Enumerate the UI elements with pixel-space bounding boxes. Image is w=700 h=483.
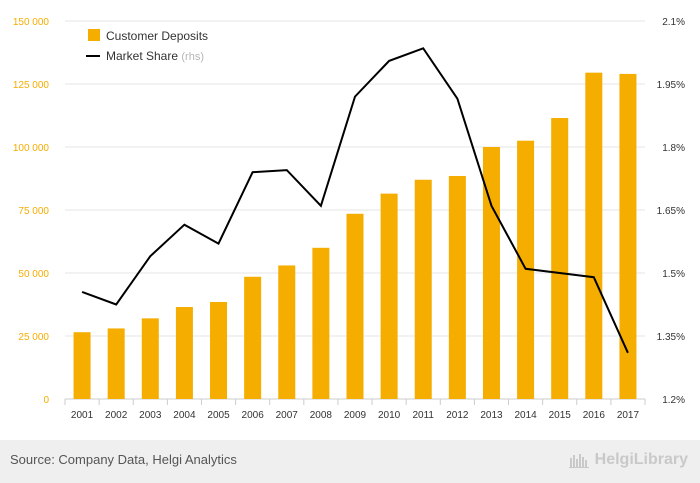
bar-customer-deposits <box>210 301 228 399</box>
x-tick-label: 2013 <box>480 410 503 421</box>
y-left-tick-label: 25 000 <box>18 332 49 343</box>
y-right-tick-label: 1.95% <box>657 80 685 91</box>
bar-customer-deposits <box>312 247 330 399</box>
legend-label-market-share: Market Share (rhs) <box>106 49 204 63</box>
bar-customer-deposits <box>619 73 637 400</box>
x-tick-label: 2001 <box>71 410 94 421</box>
x-tick-label: 2002 <box>105 410 128 421</box>
source-note: Source: Company Data, Helgi Analytics <box>10 452 237 467</box>
y-left-tick-label: 125 000 <box>13 80 50 91</box>
x-tick-label: 2017 <box>617 410 640 421</box>
x-tick-label: 2003 <box>139 410 162 421</box>
y-right-tick-label: 1.65% <box>657 206 685 217</box>
y-right-tick-label: 2.1% <box>662 17 685 28</box>
bar-customer-deposits <box>517 140 535 399</box>
y-right-tick-label: 1.35% <box>657 332 685 343</box>
logo-text: HelgiLibrary <box>594 451 688 468</box>
legend-swatch-customer-deposits <box>88 29 100 41</box>
x-tick-label: 2014 <box>514 410 537 421</box>
x-tick-label: 2004 <box>173 410 196 421</box>
y-right-tick-label: 1.8% <box>662 143 685 154</box>
footer: Source: Company Data, Helgi Analytics He… <box>0 440 700 483</box>
bar-customer-deposits <box>448 175 466 399</box>
bar-customer-deposits <box>73 332 91 399</box>
x-tick-label: 2015 <box>549 410 572 421</box>
bar-customer-deposits <box>141 318 159 399</box>
bar-customer-deposits <box>175 307 193 399</box>
legend-rhs-suffix: (rhs) <box>181 51 204 63</box>
x-tick-label: 2005 <box>207 410 230 421</box>
x-tick-label: 2010 <box>378 410 401 421</box>
y-left-tick-label: 100 000 <box>13 143 50 154</box>
bar-customer-deposits <box>244 276 262 399</box>
bar-customer-deposits <box>107 328 125 399</box>
y-right-tick-label: 1.5% <box>662 269 685 280</box>
bar-customer-deposits <box>346 213 364 399</box>
x-tick-label: 2011 <box>412 410 434 421</box>
bar-customer-deposits <box>585 72 603 399</box>
bar-customer-deposits <box>414 179 432 399</box>
bar-customer-deposits <box>278 265 296 399</box>
combo-chart: 0 25 000 50 000 75 000 100 000 125 000 150 000… <box>13 17 685 421</box>
bar-customer-deposits <box>380 193 398 399</box>
x-tick-label: 2009 <box>344 410 367 421</box>
library-icon <box>568 454 589 468</box>
y-left-tick-label: 75 000 <box>18 206 49 217</box>
x-tick-label: 2008 <box>310 410 333 421</box>
line-market-share <box>81 47 629 354</box>
x-tick-label: 2007 <box>276 410 299 421</box>
bar-customer-deposits <box>482 147 500 399</box>
legend-label-customer-deposits: Customer Deposits <box>106 29 208 43</box>
helgi-library-logo[interactable]: HelgiLibrary <box>568 448 688 472</box>
bar-customer-deposits <box>551 118 569 400</box>
x-tick-label: 2016 <box>583 410 606 421</box>
y-left-tick-label: 50 000 <box>18 269 49 280</box>
y-right-tick-label: 1.2% <box>662 395 685 406</box>
x-tick-label: 2012 <box>446 410 469 421</box>
x-tick-label: 2006 <box>242 410 265 421</box>
y-left-tick-label: 0 <box>43 395 49 406</box>
y-left-tick-label: 150 000 <box>13 17 50 28</box>
